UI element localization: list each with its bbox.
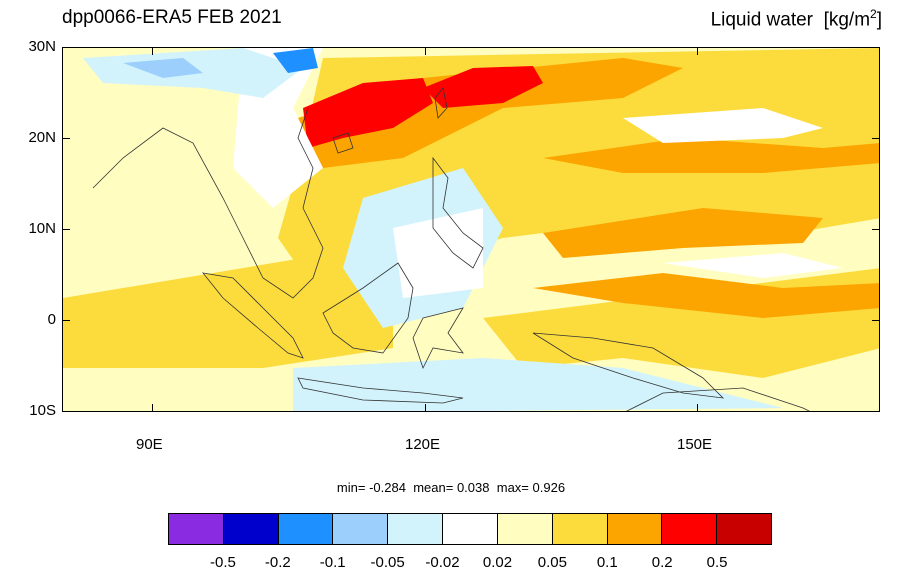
colorbar-level-label: -0.2 <box>264 554 291 571</box>
lon-label-120e: 120E <box>405 436 441 453</box>
coast-taiwan <box>434 87 448 119</box>
tick-left-30n <box>62 47 70 48</box>
colorbar-box-6 <box>497 514 553 544</box>
min-label: min= <box>336 480 366 495</box>
units-exponent: 2 <box>870 7 877 21</box>
field-white-pacific <box>623 108 823 143</box>
max-value: 0.926 <box>532 480 566 495</box>
field-orange-streak-1 <box>543 208 823 258</box>
lat-label-20n: 20N <box>28 129 56 146</box>
tick-top-150e <box>697 47 698 55</box>
tick-left-20n <box>62 138 70 139</box>
tick-right-10n <box>872 229 880 230</box>
colorbar-box-1 <box>223 514 279 544</box>
colorbar-level-label: 0.05 <box>537 554 567 571</box>
mean-value: 0.038 <box>456 480 490 495</box>
variable-units-title: Liquid water [kg/m2] <box>711 7 882 31</box>
lat-label-10n: 10N <box>28 220 56 237</box>
plot-title: dpp0066-ERA5 FEB 2021 <box>62 7 282 28</box>
liquid-water-field-map <box>63 48 879 411</box>
colorbar-level-label: -0.02 <box>425 554 460 571</box>
coast-indochina <box>92 107 324 299</box>
colorbar-level-label: -0.1 <box>319 554 346 571</box>
field-yellow-indian-band <box>63 258 393 368</box>
coast-java <box>297 377 464 404</box>
map-panel <box>62 47 880 412</box>
colorbar-box-7 <box>552 514 608 544</box>
field-red-east <box>423 66 543 108</box>
colorbar-box-2 <box>278 514 334 544</box>
field-white-pacific-2 <box>663 253 843 278</box>
colorbar-level-label: 0.1 <box>596 554 618 571</box>
field-orange-streak-2 <box>533 273 879 318</box>
tick-bottom-90e <box>152 404 153 412</box>
tick-bottom-150e <box>697 404 698 412</box>
tick-right-eq <box>872 320 880 321</box>
colorbar-box-8 <box>607 514 663 544</box>
variable-name: Liquid water <box>710 9 814 31</box>
tick-bottom-120e <box>425 404 426 412</box>
field-shading <box>63 48 879 411</box>
tick-right-20n <box>872 138 880 139</box>
mean-label: mean= <box>413 480 454 495</box>
coast-hainan <box>332 132 354 154</box>
field-orange-streak-3 <box>543 138 879 173</box>
tick-left-eq <box>62 320 70 321</box>
tick-top-120e <box>425 47 426 55</box>
coast-sumatra <box>202 272 304 359</box>
lat-label-10s: 10S <box>29 402 56 419</box>
lat-label-eq: 0 <box>47 311 56 328</box>
colorbar-box-9 <box>662 514 718 544</box>
units-base: [kg/m <box>823 9 871 31</box>
field-lightblue-south <box>293 358 783 411</box>
tick-left-10n <box>62 229 70 230</box>
field-red-southchina <box>303 78 433 148</box>
field-orange-north <box>298 58 683 168</box>
field-statistics: min= -0.284 mean= 0.038 max= 0.926 <box>0 480 902 495</box>
colorbar-box-0 <box>169 514 224 544</box>
colorbar-box-5 <box>443 514 498 544</box>
tick-top-90e <box>152 47 153 55</box>
min-value: -0.284 <box>369 480 406 495</box>
colorbar-box-10 <box>717 514 771 544</box>
coast-australia <box>626 387 810 411</box>
field-darkblue-patch <box>273 48 318 73</box>
colorbar-level-label: 0.2 <box>651 554 673 571</box>
lon-label-150e: 150E <box>677 436 713 453</box>
lon-label-90e: 90E <box>136 436 163 453</box>
colorbar-level-label: 0.02 <box>482 554 513 571</box>
coast-borneo <box>322 262 414 354</box>
colorbar-level-label: 0.5 <box>706 554 728 571</box>
colorbar-level-label: -0.5 <box>209 554 236 571</box>
coastlines <box>92 87 810 411</box>
colorbar-box-4 <box>388 514 444 544</box>
colorbar-level-label: -0.05 <box>370 554 405 571</box>
units-close: ] <box>876 9 882 31</box>
max-label: max= <box>496 480 529 495</box>
colorbar-box-3 <box>333 514 389 544</box>
coast-sulawesi <box>412 307 464 370</box>
coast-newguinea <box>532 332 725 399</box>
lat-label-30n: 30N <box>28 38 56 55</box>
coast-philippines <box>432 156 484 269</box>
field-blue-patch <box>123 58 203 78</box>
colorbar <box>168 513 772 545</box>
